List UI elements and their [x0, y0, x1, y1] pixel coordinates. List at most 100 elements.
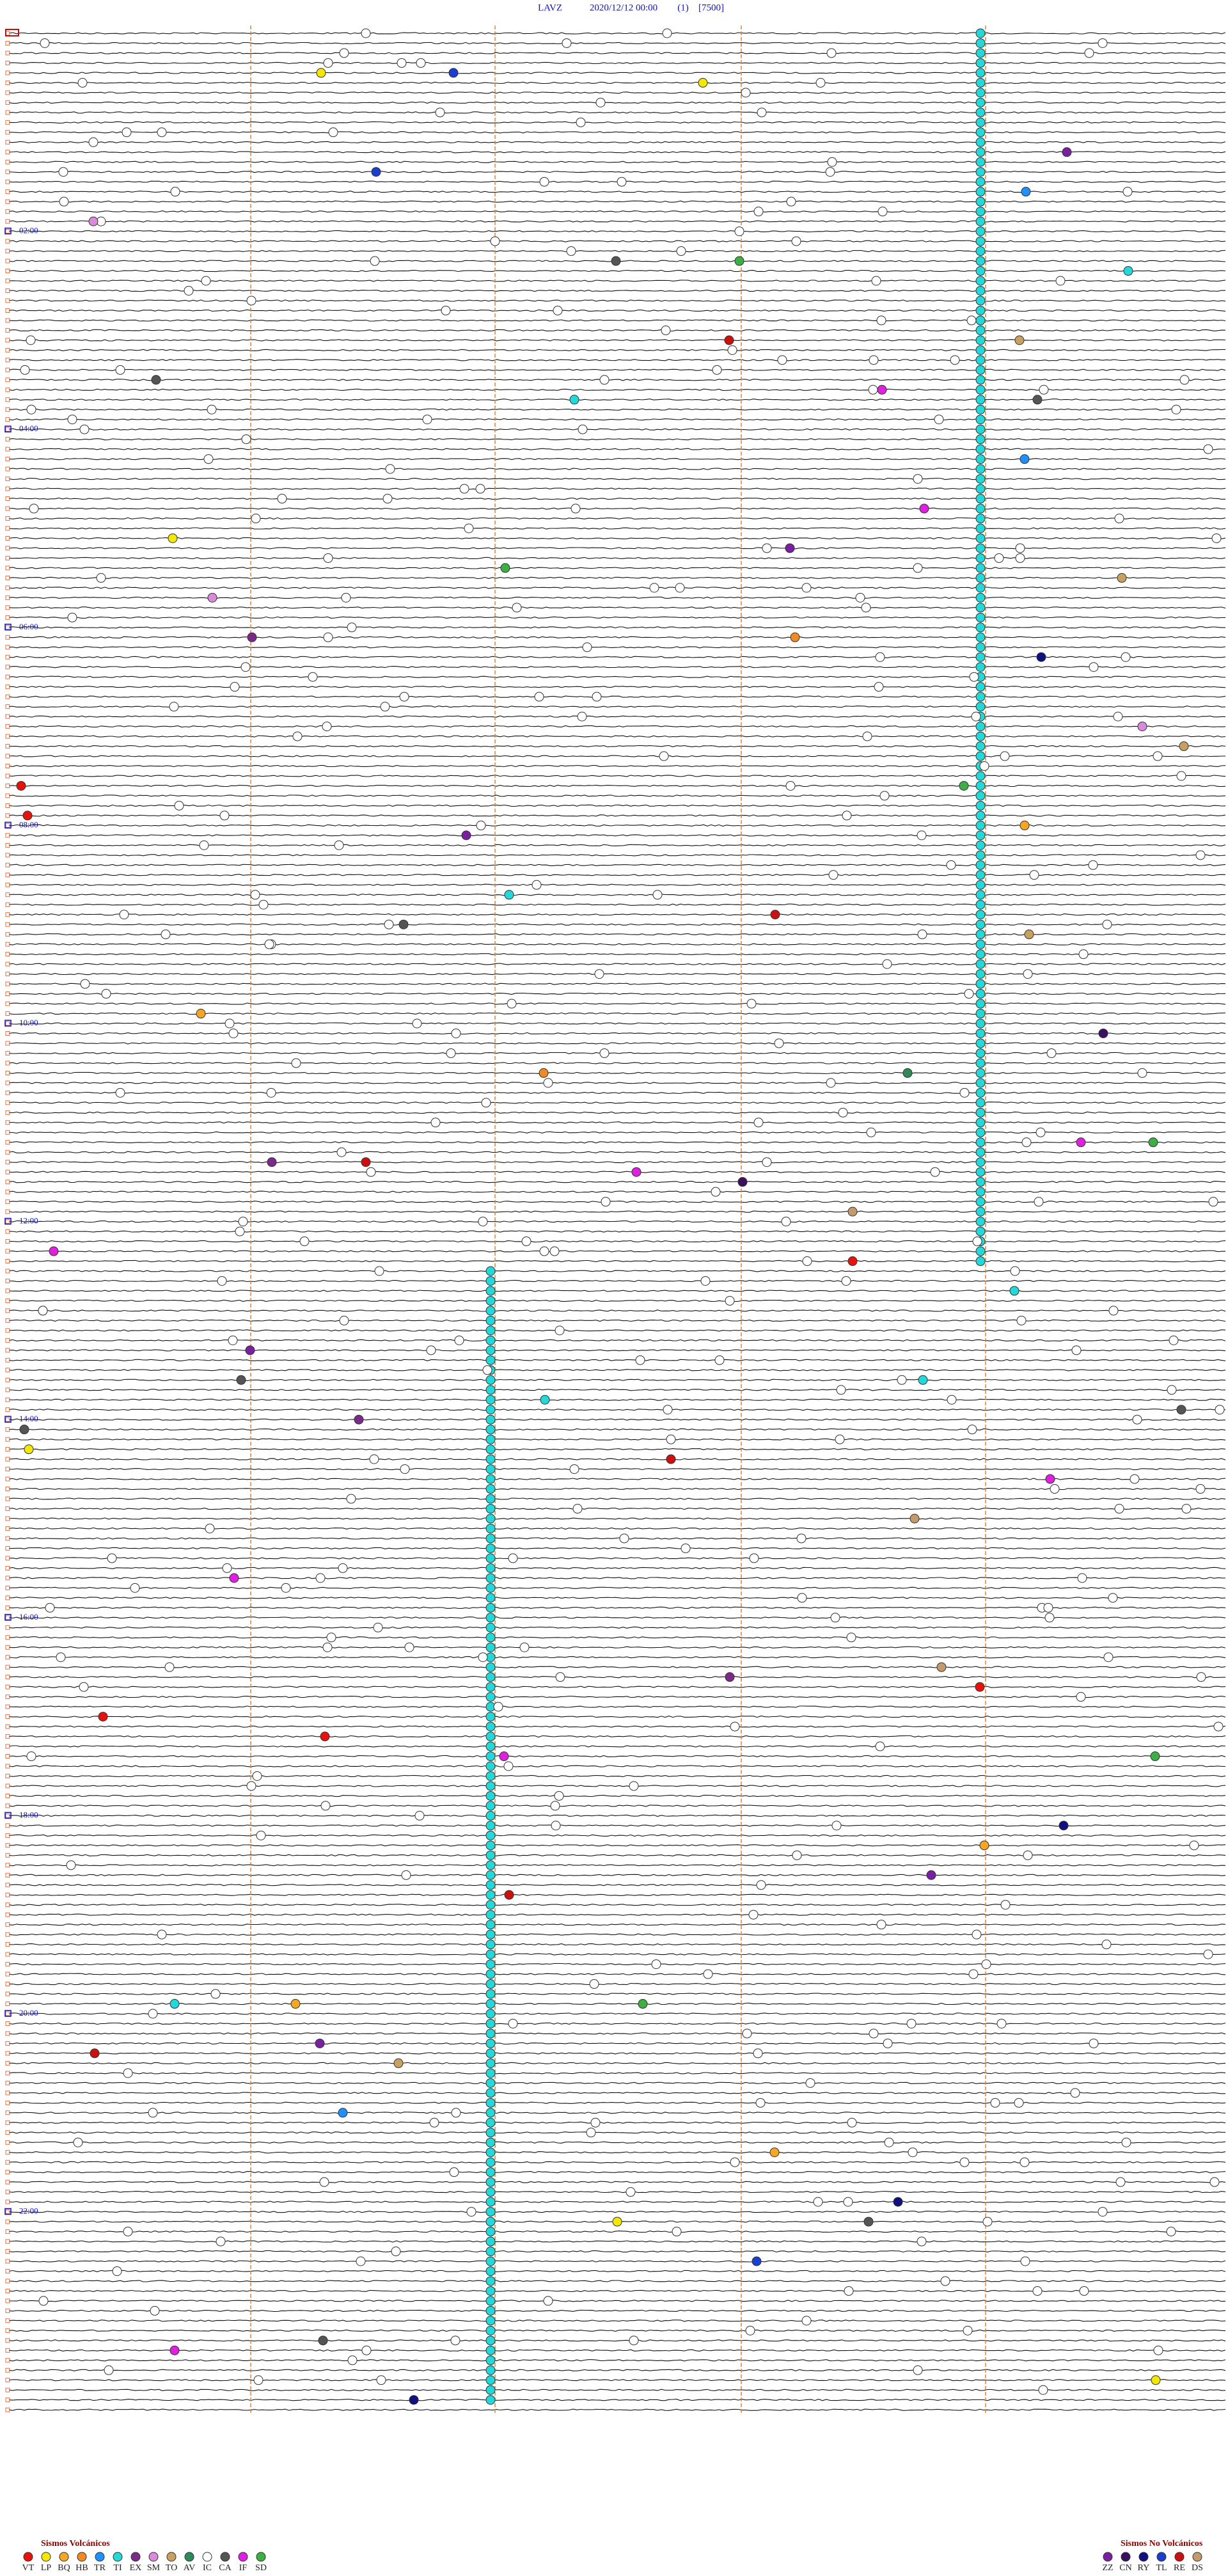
- row-marker: [5, 2110, 10, 2115]
- trace: [8, 1290, 1226, 1292]
- row-marker: [5, 2279, 10, 2284]
- row-marker: [5, 1645, 10, 1650]
- trace: [8, 804, 1226, 807]
- event-marker: [123, 2068, 133, 2078]
- row-marker: [5, 2060, 10, 2066]
- trace: [8, 428, 1226, 431]
- event-marker: [861, 603, 871, 613]
- event-marker: [485, 1900, 496, 1910]
- row-marker: [5, 605, 10, 610]
- event-marker: [380, 702, 390, 712]
- row-marker: [5, 1695, 10, 1700]
- row-marker: [5, 961, 10, 967]
- event-marker: [975, 187, 986, 197]
- event-marker: [115, 365, 125, 375]
- event-marker: [975, 77, 986, 88]
- event-marker: [485, 1266, 496, 1276]
- event-marker: [1101, 1940, 1112, 1950]
- event-marker: [590, 2117, 601, 2128]
- event-marker: [786, 196, 796, 207]
- event-marker: [1215, 1405, 1225, 1415]
- event-marker: [485, 1999, 496, 2009]
- row-marker: [5, 1080, 10, 1086]
- event-marker: [714, 1355, 725, 1365]
- event-marker: [485, 1375, 496, 1385]
- event-marker: [866, 1127, 876, 1137]
- event-marker: [1098, 38, 1108, 48]
- event-marker: [485, 2137, 496, 2147]
- event-marker: [975, 147, 986, 157]
- trace: [8, 1814, 1226, 1817]
- event-marker: [975, 196, 986, 207]
- event-marker: [485, 2088, 496, 2098]
- event-marker: [247, 632, 257, 642]
- event-marker: [451, 1028, 461, 1038]
- event-marker: [753, 1118, 764, 1128]
- trace: [8, 1260, 1226, 1263]
- event-marker: [485, 2068, 496, 2078]
- trace: [8, 1953, 1226, 1956]
- event-marker: [1137, 722, 1147, 732]
- trace: [8, 309, 1226, 312]
- legend-code: RY: [1138, 2563, 1150, 2573]
- event-marker: [1195, 850, 1206, 860]
- trace: [8, 2349, 1226, 2351]
- event-marker: [174, 800, 184, 810]
- event-marker: [451, 2108, 461, 2118]
- trace: [8, 2161, 1226, 2163]
- legend-swatch: [202, 2552, 212, 2562]
- event-marker: [979, 1840, 989, 1851]
- event-marker: [975, 395, 986, 405]
- hour-box: [4, 1416, 12, 1423]
- event-marker: [256, 1830, 266, 1840]
- event-marker: [569, 395, 579, 405]
- event-marker: [281, 1583, 291, 1593]
- event-marker: [1000, 751, 1010, 761]
- trace: [8, 220, 1226, 223]
- event-marker: [592, 691, 602, 702]
- event-marker: [862, 731, 872, 741]
- event-marker: [151, 375, 161, 385]
- hour-box: [4, 2208, 12, 2215]
- trace: [8, 874, 1226, 876]
- row-marker: [5, 1338, 10, 1343]
- event-marker: [1103, 1652, 1114, 1663]
- event-marker: [975, 1038, 986, 1048]
- event-marker: [975, 88, 986, 98]
- event-marker: [485, 1593, 496, 1603]
- event-marker: [975, 285, 986, 296]
- row-marker: [5, 1041, 10, 1046]
- trace: [8, 1478, 1226, 1480]
- event-marker: [1059, 1821, 1069, 1831]
- legend-code: CN: [1119, 2563, 1131, 2573]
- event-marker: [435, 107, 445, 118]
- trace: [8, 725, 1226, 728]
- event-marker: [572, 1504, 583, 1514]
- event-marker: [485, 2296, 496, 2306]
- event-marker: [148, 2009, 158, 2019]
- event-marker: [562, 38, 572, 48]
- event-marker: [485, 1860, 496, 1870]
- event-marker: [966, 315, 977, 326]
- trace: [8, 2399, 1226, 2401]
- trace: [8, 2250, 1226, 2253]
- event-marker: [975, 1206, 986, 1217]
- trace: [8, 2270, 1226, 2273]
- row-marker: [5, 853, 10, 858]
- trace: [8, 1309, 1226, 1312]
- trace: [8, 1973, 1226, 1975]
- event-marker: [555, 1325, 565, 1336]
- event-marker: [791, 236, 801, 246]
- event-marker: [485, 1325, 496, 1336]
- event-marker: [975, 236, 986, 246]
- event-marker: [26, 404, 36, 415]
- row-marker: [5, 674, 10, 679]
- event-marker: [485, 1553, 496, 1563]
- row-marker: [5, 1476, 10, 1482]
- event-marker: [412, 1018, 422, 1029]
- event-marker: [422, 415, 432, 425]
- event-marker: [975, 543, 986, 553]
- event-marker: [391, 2247, 401, 2257]
- event-marker: [1062, 147, 1072, 157]
- event-marker: [1035, 1127, 1046, 1137]
